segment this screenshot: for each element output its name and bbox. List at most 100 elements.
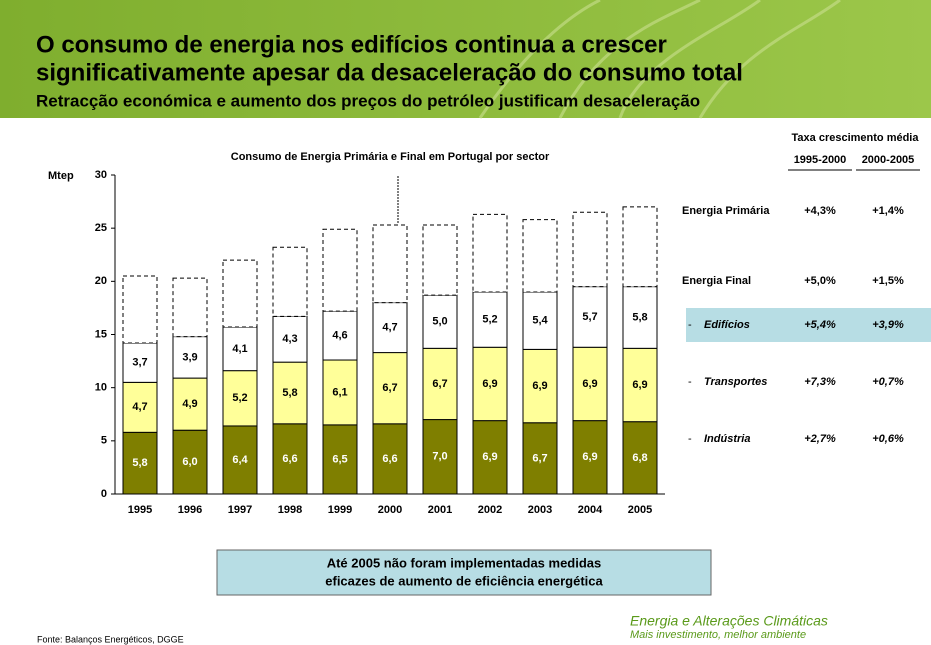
bar-segment	[322, 310, 358, 361]
bar-segment	[572, 211, 608, 288]
row-label: Edifícios	[704, 319, 750, 331]
y-tick-label: 30	[95, 169, 107, 181]
value-label: 6,8	[632, 452, 647, 464]
bar-segment	[172, 429, 208, 495]
row-highlight	[686, 308, 931, 342]
value-label: 6,7	[382, 382, 397, 394]
bar-segment	[172, 377, 208, 431]
value-label: 5,8	[282, 387, 297, 399]
row-value: +2,7%	[804, 433, 836, 445]
x-tick-label: 1997	[228, 504, 252, 516]
value-label: 5,7	[582, 311, 597, 323]
bar-segment	[622, 421, 658, 495]
value-label: 6,7	[432, 378, 447, 390]
bar-segment	[222, 425, 258, 495]
x-tick-label: 2004	[578, 504, 603, 516]
bar-segment	[422, 224, 458, 296]
row-marker: -	[688, 319, 692, 331]
row-value: +1,4%	[872, 205, 904, 217]
bar-segment	[472, 346, 508, 422]
row-value: +4,3%	[804, 205, 836, 217]
row-value: +5,0%	[804, 275, 836, 287]
chart-title: Consumo de Energia Primária e Final em P…	[231, 151, 550, 163]
bar-segment	[322, 424, 358, 495]
bar-segment	[372, 224, 408, 304]
value-label: 6,4	[232, 454, 248, 466]
value-label: 3,9	[182, 351, 197, 363]
value-label: 6,7	[532, 452, 547, 464]
value-label: 4,7	[382, 321, 397, 333]
bar-segment	[472, 420, 508, 495]
x-tick-label: 2005	[628, 504, 652, 516]
value-label: 6,1	[332, 386, 347, 398]
bar-segment	[222, 259, 258, 328]
bar-segment	[322, 359, 358, 426]
column-header: 1995-2000	[794, 154, 847, 166]
x-tick-label: 2001	[428, 504, 452, 516]
title-line: significativamente apesar da desaceleraç…	[36, 59, 743, 86]
row-label: Energia Final	[682, 275, 751, 287]
y-tick-label: 25	[95, 222, 107, 234]
source: Fonte: Balanços Energéticos, DGGE	[37, 634, 184, 644]
value-label: 6,9	[532, 380, 547, 392]
subtitle: Retracção económica e aumento dos preços…	[36, 91, 700, 110]
row-marker: -	[688, 433, 692, 445]
value-label: 5,8	[632, 311, 647, 323]
column-header: 2000-2005	[862, 154, 915, 166]
bar-segment	[272, 246, 308, 317]
bar-segment	[222, 370, 258, 427]
value-label: 5,8	[132, 457, 147, 469]
value-label: 6,5	[332, 453, 347, 465]
row-label: Energia Primária	[682, 205, 770, 217]
bar-segment	[572, 286, 608, 348]
bar-segment	[372, 423, 408, 495]
value-label: 6,9	[582, 451, 597, 463]
bar-segment	[322, 228, 358, 312]
footer-tagline: Mais investimento, melhor ambiente	[630, 629, 806, 641]
row-label: Transportes	[704, 376, 767, 388]
value-label: 6,9	[582, 378, 597, 390]
row-value: +1,5%	[872, 275, 904, 287]
row-value: +7,3%	[804, 376, 836, 388]
row-value: +0,6%	[872, 433, 904, 445]
value-label: 5,2	[482, 314, 497, 326]
bar-segment	[272, 315, 308, 363]
x-tick-label: 1998	[278, 504, 302, 516]
value-label: 5,0	[432, 316, 447, 328]
value-label: 6,6	[282, 453, 297, 465]
bar-segment	[122, 342, 158, 383]
row-marker: -	[688, 376, 692, 388]
bar-segment	[122, 381, 158, 433]
x-tick-label: 1995	[128, 504, 152, 516]
bar-segment	[422, 419, 458, 495]
bar-segment	[522, 291, 558, 350]
y-axis-label: Mtep	[48, 170, 74, 182]
bar-segment	[522, 219, 558, 293]
value-label: 3,7	[132, 357, 147, 369]
row-label: Indústria	[704, 433, 750, 445]
bar-segment	[122, 431, 158, 495]
x-tick-label: 1999	[328, 504, 352, 516]
value-label: 4,7	[132, 401, 147, 413]
value-label: 6,6	[382, 453, 397, 465]
bar-segment	[122, 275, 158, 344]
row-value: +3,9%	[872, 319, 904, 331]
footer-brand: Energia e Alterações Climáticas	[630, 613, 828, 629]
x-tick-label: 2000	[378, 504, 402, 516]
value-label: 6,9	[482, 378, 497, 390]
header-decoration	[478, 0, 841, 119]
y-tick-label: 20	[95, 275, 107, 287]
note-line: Até 2005 não foram implementadas medidas	[327, 555, 602, 570]
bar-segment	[422, 294, 458, 349]
value-label: 7,0	[432, 451, 447, 463]
bar-segment	[272, 361, 308, 425]
y-tick-label: 5	[101, 435, 107, 447]
value-label: 6,9	[632, 379, 647, 391]
value-label: 5,4	[532, 315, 548, 327]
value-label: 4,3	[282, 333, 297, 345]
value-label: 5,2	[232, 392, 247, 404]
y-tick-label: 0	[101, 488, 107, 500]
row-value: +5,4%	[804, 319, 836, 331]
x-tick-label: 1996	[178, 504, 202, 516]
